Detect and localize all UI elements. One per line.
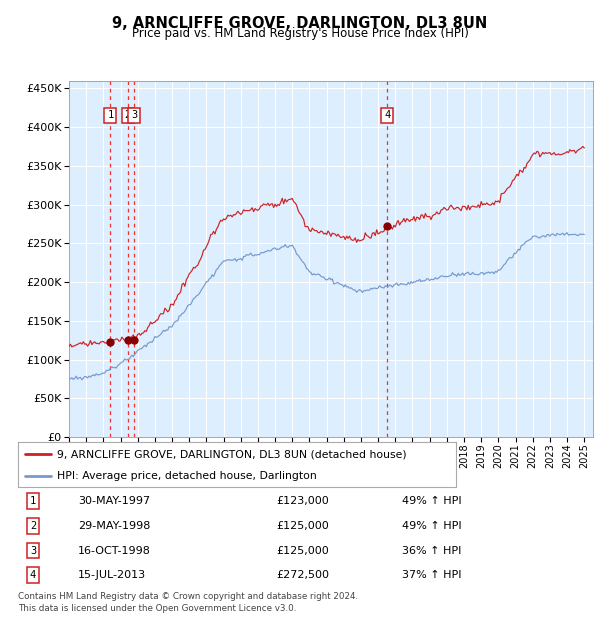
Text: 15-JUL-2013: 15-JUL-2013 xyxy=(78,570,146,580)
Text: Contains HM Land Registry data © Crown copyright and database right 2024.: Contains HM Land Registry data © Crown c… xyxy=(18,592,358,601)
Text: 9, ARNCLIFFE GROVE, DARLINGTON, DL3 8UN (detached house): 9, ARNCLIFFE GROVE, DARLINGTON, DL3 8UN … xyxy=(58,449,407,459)
Text: 2: 2 xyxy=(124,110,131,120)
Text: 29-MAY-1998: 29-MAY-1998 xyxy=(78,521,151,531)
Text: 4: 4 xyxy=(384,110,391,120)
Text: £125,000: £125,000 xyxy=(276,521,329,531)
Text: This data is licensed under the Open Government Licence v3.0.: This data is licensed under the Open Gov… xyxy=(18,603,296,613)
Text: 16-OCT-1998: 16-OCT-1998 xyxy=(78,546,151,556)
Text: 37% ↑ HPI: 37% ↑ HPI xyxy=(402,570,461,580)
Text: £125,000: £125,000 xyxy=(276,546,329,556)
Text: 49% ↑ HPI: 49% ↑ HPI xyxy=(402,521,461,531)
Text: 1: 1 xyxy=(30,496,36,506)
Text: £272,500: £272,500 xyxy=(276,570,329,580)
Text: HPI: Average price, detached house, Darlington: HPI: Average price, detached house, Darl… xyxy=(58,471,317,480)
Text: 1: 1 xyxy=(107,110,113,120)
Text: £123,000: £123,000 xyxy=(276,496,329,506)
Text: 2: 2 xyxy=(30,521,36,531)
Text: 49% ↑ HPI: 49% ↑ HPI xyxy=(402,496,461,506)
Text: 3: 3 xyxy=(131,110,137,120)
Text: 3: 3 xyxy=(30,546,36,556)
Text: 4: 4 xyxy=(30,570,36,580)
Text: Price paid vs. HM Land Registry's House Price Index (HPI): Price paid vs. HM Land Registry's House … xyxy=(131,27,469,40)
Text: 9, ARNCLIFFE GROVE, DARLINGTON, DL3 8UN: 9, ARNCLIFFE GROVE, DARLINGTON, DL3 8UN xyxy=(112,16,488,30)
Text: 30-MAY-1997: 30-MAY-1997 xyxy=(78,496,150,506)
Text: 36% ↑ HPI: 36% ↑ HPI xyxy=(402,546,461,556)
